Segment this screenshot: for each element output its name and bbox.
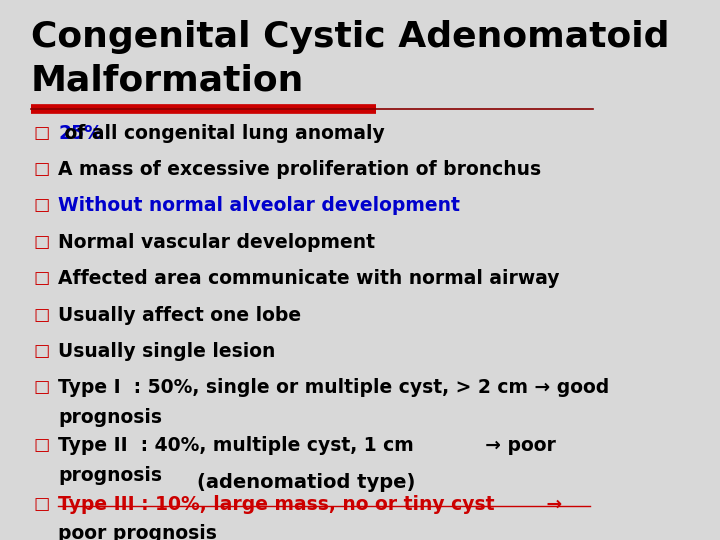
Text: Usually affect one lobe: Usually affect one lobe — [58, 306, 301, 325]
Text: □: □ — [34, 495, 50, 512]
Text: Without normal alveolar development: Without normal alveolar development — [58, 197, 460, 215]
Text: □: □ — [34, 306, 50, 323]
Text: Type II  : 40%, multiple cyst, 1 cm           → poor: Type II : 40%, multiple cyst, 1 cm → poo… — [58, 436, 556, 455]
Text: □: □ — [34, 342, 50, 360]
Text: □: □ — [34, 160, 50, 178]
Text: □: □ — [34, 233, 50, 251]
Text: □: □ — [34, 436, 50, 455]
Text: poor prognosis: poor prognosis — [58, 524, 217, 540]
Text: □: □ — [34, 124, 50, 141]
Text: 25%: 25% — [58, 124, 103, 143]
Text: Affected area communicate with normal airway: Affected area communicate with normal ai… — [58, 269, 559, 288]
Text: A mass of excessive proliferation of bronchus: A mass of excessive proliferation of bro… — [58, 160, 541, 179]
Text: Type I  : 50%, single or multiple cyst, > 2 cm → good: Type I : 50%, single or multiple cyst, >… — [58, 378, 609, 397]
Text: Congenital Cystic Adenomatoid: Congenital Cystic Adenomatoid — [30, 20, 669, 54]
Text: of all congenital lung anomaly: of all congenital lung anomaly — [58, 124, 385, 143]
Text: prognosis: prognosis — [58, 466, 162, 485]
Text: Normal vascular development: Normal vascular development — [58, 233, 375, 252]
Text: □: □ — [34, 197, 50, 214]
Text: Usually single lesion: Usually single lesion — [58, 342, 276, 361]
Text: (adenomatiod type): (adenomatiod type) — [197, 474, 415, 492]
Text: □: □ — [34, 269, 50, 287]
Text: □: □ — [34, 378, 50, 396]
Text: Type III : 10%, large mass, no or tiny cyst        →: Type III : 10%, large mass, no or tiny c… — [58, 495, 562, 514]
Text: prognosis: prognosis — [58, 408, 162, 427]
Text: Malformation: Malformation — [30, 63, 304, 97]
